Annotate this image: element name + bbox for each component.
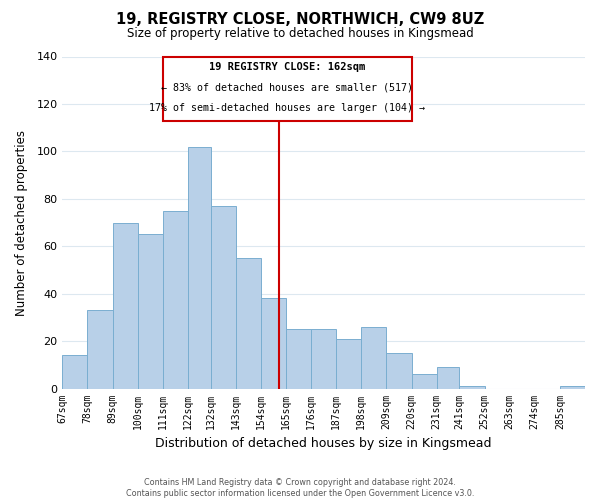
Bar [261, 298, 286, 388]
Bar [412, 374, 437, 388]
Text: 19 REGISTRY CLOSE: 162sqm: 19 REGISTRY CLOSE: 162sqm [209, 62, 365, 72]
Bar [137, 234, 163, 388]
Text: ← 83% of detached houses are smaller (517): ← 83% of detached houses are smaller (51… [161, 82, 413, 92]
Bar [188, 146, 211, 388]
Bar [286, 330, 311, 388]
Bar [311, 330, 336, 388]
Bar [386, 353, 412, 388]
Text: Contains HM Land Registry data © Crown copyright and database right 2024.
Contai: Contains HM Land Registry data © Crown c… [126, 478, 474, 498]
FancyBboxPatch shape [163, 56, 412, 120]
Bar [163, 210, 188, 388]
X-axis label: Distribution of detached houses by size in Kingsmead: Distribution of detached houses by size … [155, 437, 492, 450]
Bar [113, 222, 137, 388]
Text: Size of property relative to detached houses in Kingsmead: Size of property relative to detached ho… [127, 28, 473, 40]
Y-axis label: Number of detached properties: Number of detached properties [15, 130, 28, 316]
Bar [336, 338, 361, 388]
Bar [211, 206, 236, 388]
Text: 17% of semi-detached houses are larger (104) →: 17% of semi-detached houses are larger (… [149, 103, 425, 113]
Bar [88, 310, 113, 388]
Bar [62, 356, 88, 388]
Bar [560, 386, 585, 388]
Text: 19, REGISTRY CLOSE, NORTHWICH, CW9 8UZ: 19, REGISTRY CLOSE, NORTHWICH, CW9 8UZ [116, 12, 484, 28]
Bar [437, 367, 460, 388]
Bar [361, 327, 386, 388]
Bar [460, 386, 485, 388]
Bar [236, 258, 261, 388]
